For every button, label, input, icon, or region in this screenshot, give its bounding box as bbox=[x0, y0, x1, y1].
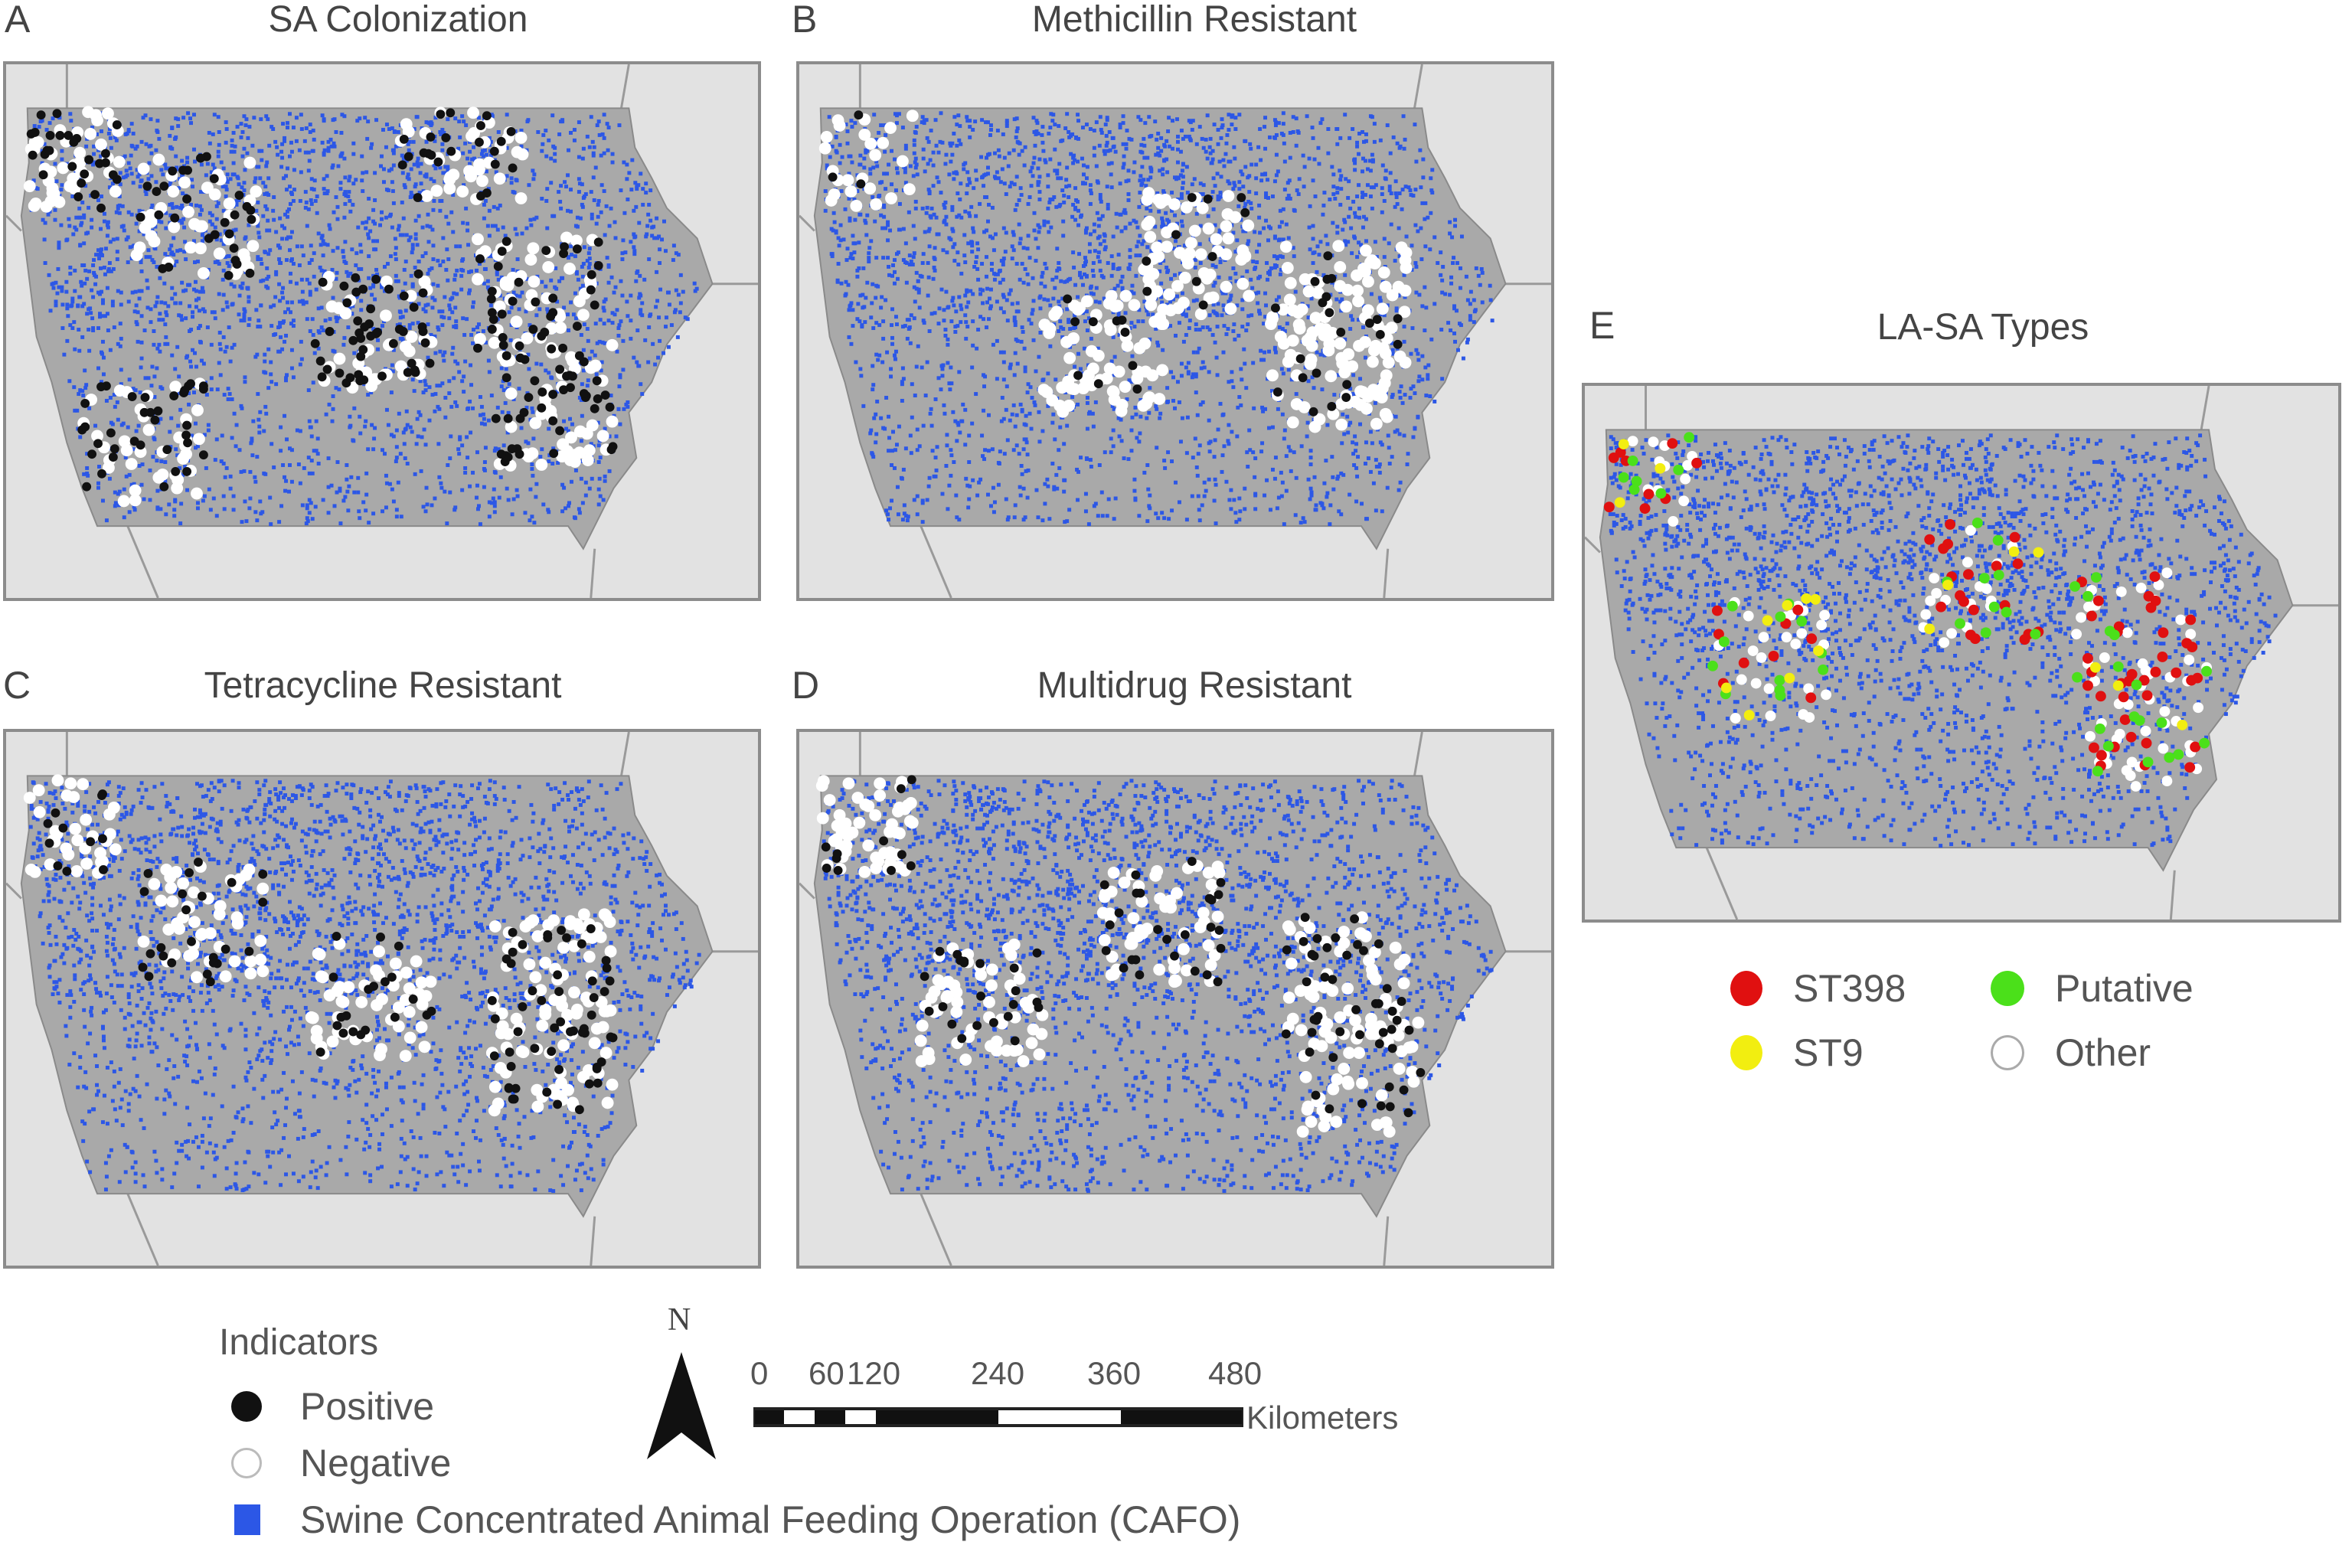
scale-tick-label: 120 bbox=[847, 1355, 901, 1391]
panel-c-title: Tetracycline Resistant bbox=[204, 665, 562, 706]
legend-indicators-title: Indicators bbox=[219, 1322, 379, 1363]
legend-positive-label: Positive bbox=[300, 1385, 435, 1428]
scale-tick-label: 0 bbox=[750, 1355, 769, 1391]
yellow-dot-icon bbox=[1730, 1035, 1762, 1070]
legend-putative: Putative bbox=[1991, 966, 2194, 1011]
map-panel-c bbox=[3, 729, 761, 1269]
legend-cafo-label: Swine Concentrated Animal Feeding Operat… bbox=[300, 1498, 1241, 1541]
white-dot-icon bbox=[1991, 1035, 2024, 1070]
black-dot-icon bbox=[231, 1391, 262, 1422]
panel-a-title: SA Colonization bbox=[268, 0, 528, 40]
north-label: N bbox=[668, 1302, 691, 1338]
map-panel-e bbox=[1582, 383, 2341, 923]
blue-square-icon bbox=[234, 1504, 260, 1535]
panel-b-title: Methicillin Resistant bbox=[1031, 0, 1357, 40]
panel-e-letter: E bbox=[1589, 304, 1615, 347]
legend-st9-label: ST9 bbox=[1793, 1031, 1864, 1074]
panel-e-title: LA-SA Types bbox=[1877, 307, 2089, 348]
scale-unit: Kilometers bbox=[1246, 1400, 1399, 1436]
panel-c-letter: C bbox=[3, 664, 31, 707]
panel-b-letter: B bbox=[792, 0, 818, 41]
legend-other-label: Other bbox=[2055, 1031, 2151, 1074]
legend-other: Other bbox=[1991, 1031, 2151, 1075]
scale-tick-label: 480 bbox=[1208, 1355, 1263, 1391]
panel-a-letter: A bbox=[5, 0, 31, 41]
legend-cafo: Swine Concentrated Animal Feeding Operat… bbox=[234, 1498, 1240, 1542]
legend-st9: ST9 bbox=[1730, 1031, 1864, 1075]
scale-tick-label: 240 bbox=[971, 1355, 1025, 1391]
legend-negative: Negative bbox=[231, 1441, 451, 1485]
red-dot-icon bbox=[1730, 971, 1762, 1006]
scale-tick-label: 60 bbox=[808, 1355, 844, 1391]
map-panel-b bbox=[796, 61, 1554, 601]
legend-negative-label: Negative bbox=[300, 1442, 452, 1485]
map-panel-a bbox=[3, 61, 761, 601]
legend-positive: Positive bbox=[231, 1384, 434, 1429]
green-dot-icon bbox=[1991, 971, 2024, 1006]
scale-bar bbox=[753, 1407, 1243, 1427]
panel-d-letter: D bbox=[792, 664, 820, 707]
panel-d-title: Multidrug Resistant bbox=[1037, 665, 1352, 706]
white-dot-icon bbox=[231, 1448, 262, 1478]
scale-tick-label: 360 bbox=[1087, 1355, 1142, 1391]
legend-putative-label: Putative bbox=[2055, 967, 2194, 1010]
map-panel-d bbox=[796, 729, 1554, 1269]
north-arrow-icon bbox=[647, 1352, 716, 1459]
legend-st398: ST398 bbox=[1730, 966, 1906, 1011]
legend-st398-label: ST398 bbox=[1793, 967, 1906, 1010]
